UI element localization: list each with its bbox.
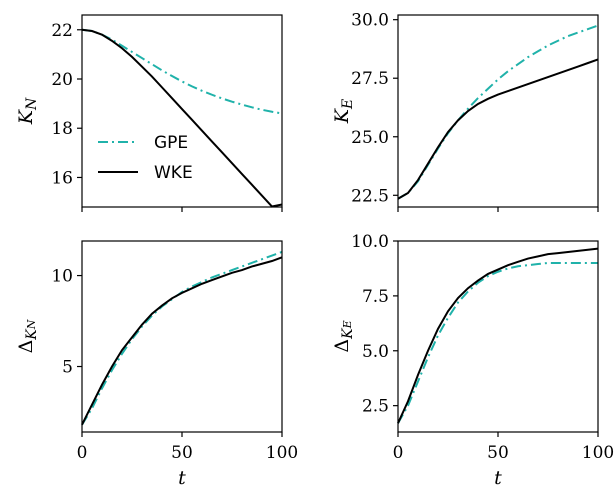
panel-1: 16 18 20 22 KN GPE WKE: [15, 14, 283, 212]
y-tick-label: 30.0: [351, 11, 389, 31]
x-axis-label: t: [178, 467, 186, 489]
plot-frame: [397, 14, 599, 208]
legend-label-gpe: GPE: [154, 133, 188, 153]
series-line-gpe: [81, 250, 283, 426]
y-tick-label: 2.5: [362, 397, 389, 417]
x-tick-label: 0: [77, 443, 88, 463]
y-tick-label: 5: [62, 358, 73, 378]
series-line-wke: [81, 28, 283, 208]
y-tick-label: 7.5: [362, 287, 389, 307]
series-line-wke: [397, 58, 599, 200]
y-tick-label: 22: [51, 21, 73, 41]
series-line-wke: [81, 256, 283, 426]
y-axis-label-base: Δ: [15, 340, 37, 354]
y-axis-label-sub: N: [24, 97, 40, 111]
y-axis-label-sub: K: [340, 327, 356, 340]
y-tick-label: 10: [51, 267, 73, 287]
x-tick-label: 100: [582, 443, 614, 463]
x-tick-label: 0: [393, 443, 404, 463]
y-tick-label: 16: [51, 168, 73, 188]
y-axis-label: KN: [15, 97, 40, 125]
x-tick-label: 100: [266, 443, 298, 463]
y-axis-label: KE: [331, 99, 356, 124]
panel-2: 22.5 25.0 27.5 30.0 KE: [331, 11, 599, 212]
y-axis-label-base: K: [331, 107, 353, 124]
legend: GPE WKE: [98, 133, 193, 183]
x-axis-label-base: t: [178, 467, 186, 489]
x-tick-label: 50: [487, 443, 509, 463]
y-axis-label-subsub: N: [25, 319, 38, 330]
y-axis-label-base: K: [15, 108, 37, 125]
y-tick-label: 27.5: [351, 69, 389, 89]
y-axis-label-base: Δ: [331, 339, 353, 353]
x-axis-label-base: t: [494, 467, 502, 489]
y-axis-label-subsub: E: [341, 320, 354, 329]
x-axis-label: t: [494, 467, 502, 489]
series-line-gpe: [397, 261, 598, 424]
y-axis-label: ΔKN: [15, 319, 40, 353]
legend-label-wke: WKE: [154, 163, 193, 183]
y-tick-label: 5.0: [362, 342, 389, 362]
series-line-gpe: [397, 24, 599, 200]
y-tick-label: 22.5: [351, 186, 389, 206]
x-tick-label: 50: [171, 443, 193, 463]
y-tick-label: 25.0: [351, 128, 389, 148]
y-tick-label: 20: [51, 70, 73, 90]
y-axis-label-sub: K: [24, 328, 40, 341]
y-axis-label: ΔKE: [331, 320, 356, 352]
series-line-gpe: [81, 28, 283, 115]
y-tick-label: 18: [51, 119, 73, 139]
y-axis-label-sub: E: [340, 99, 356, 110]
series-line-wke: [397, 247, 599, 424]
y-tick-label: 10.0: [351, 232, 389, 252]
plot-frame: [81, 240, 283, 433]
